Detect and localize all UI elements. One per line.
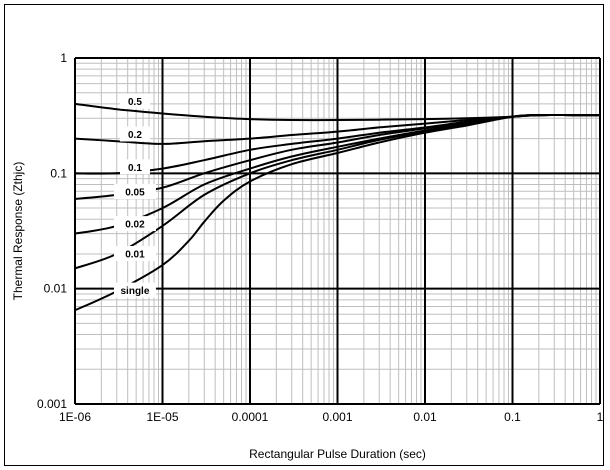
series-label-0.2: 0.2 <box>128 130 142 141</box>
series-label-bg-0.5 <box>119 93 150 109</box>
x-tick-label: 0.001 <box>322 410 352 424</box>
x-tick-label: 1E-05 <box>146 410 178 424</box>
y-tick-label: 0.01 <box>44 282 68 296</box>
series-label-bg-0.02 <box>113 216 156 232</box>
y-tick-label: 0.001 <box>37 397 67 411</box>
series-label-0.01: 0.01 <box>125 250 145 261</box>
series-label-0.02: 0.02 <box>125 220 145 231</box>
series-label-bg-0.1 <box>119 159 150 175</box>
series-label-0.05: 0.05 <box>125 188 145 199</box>
x-axis-title: Rectangular Pulse Duration (sec) <box>249 447 426 461</box>
x-tick-label: 1E-06 <box>59 410 91 424</box>
series-label-single: single <box>121 286 150 297</box>
y-tick-label: 1 <box>60 51 67 65</box>
y-axis-title: Thermal Response (Zthjc) <box>11 162 25 301</box>
series-label-bg-0.05 <box>113 184 156 200</box>
tick-labels: 1E-06 1E-05 0.0001 0.001 0.01 0.1 10.0010.010.… <box>37 51 604 424</box>
series-label-0.5: 0.5 <box>128 97 142 108</box>
x-tick-label: 0.01 <box>413 410 437 424</box>
series-lines <box>74 102 600 312</box>
y-tick-label: 0.1 <box>50 166 67 180</box>
x-tick-label: 0.1 <box>504 410 521 424</box>
series-label-0.1: 0.1 <box>128 163 142 174</box>
series-label-bg-0.2 <box>119 126 150 142</box>
x-tick-label: 0.0001 <box>232 410 269 424</box>
series-line-single <box>74 113 600 312</box>
series-label-bg-0.01 <box>113 246 156 262</box>
series-label-bg-single <box>113 282 156 298</box>
series-labels: 0.5 0.2 0.1 0.05 0.02 0.01 single <box>113 93 156 298</box>
x-tick-label: 1 <box>597 410 604 424</box>
